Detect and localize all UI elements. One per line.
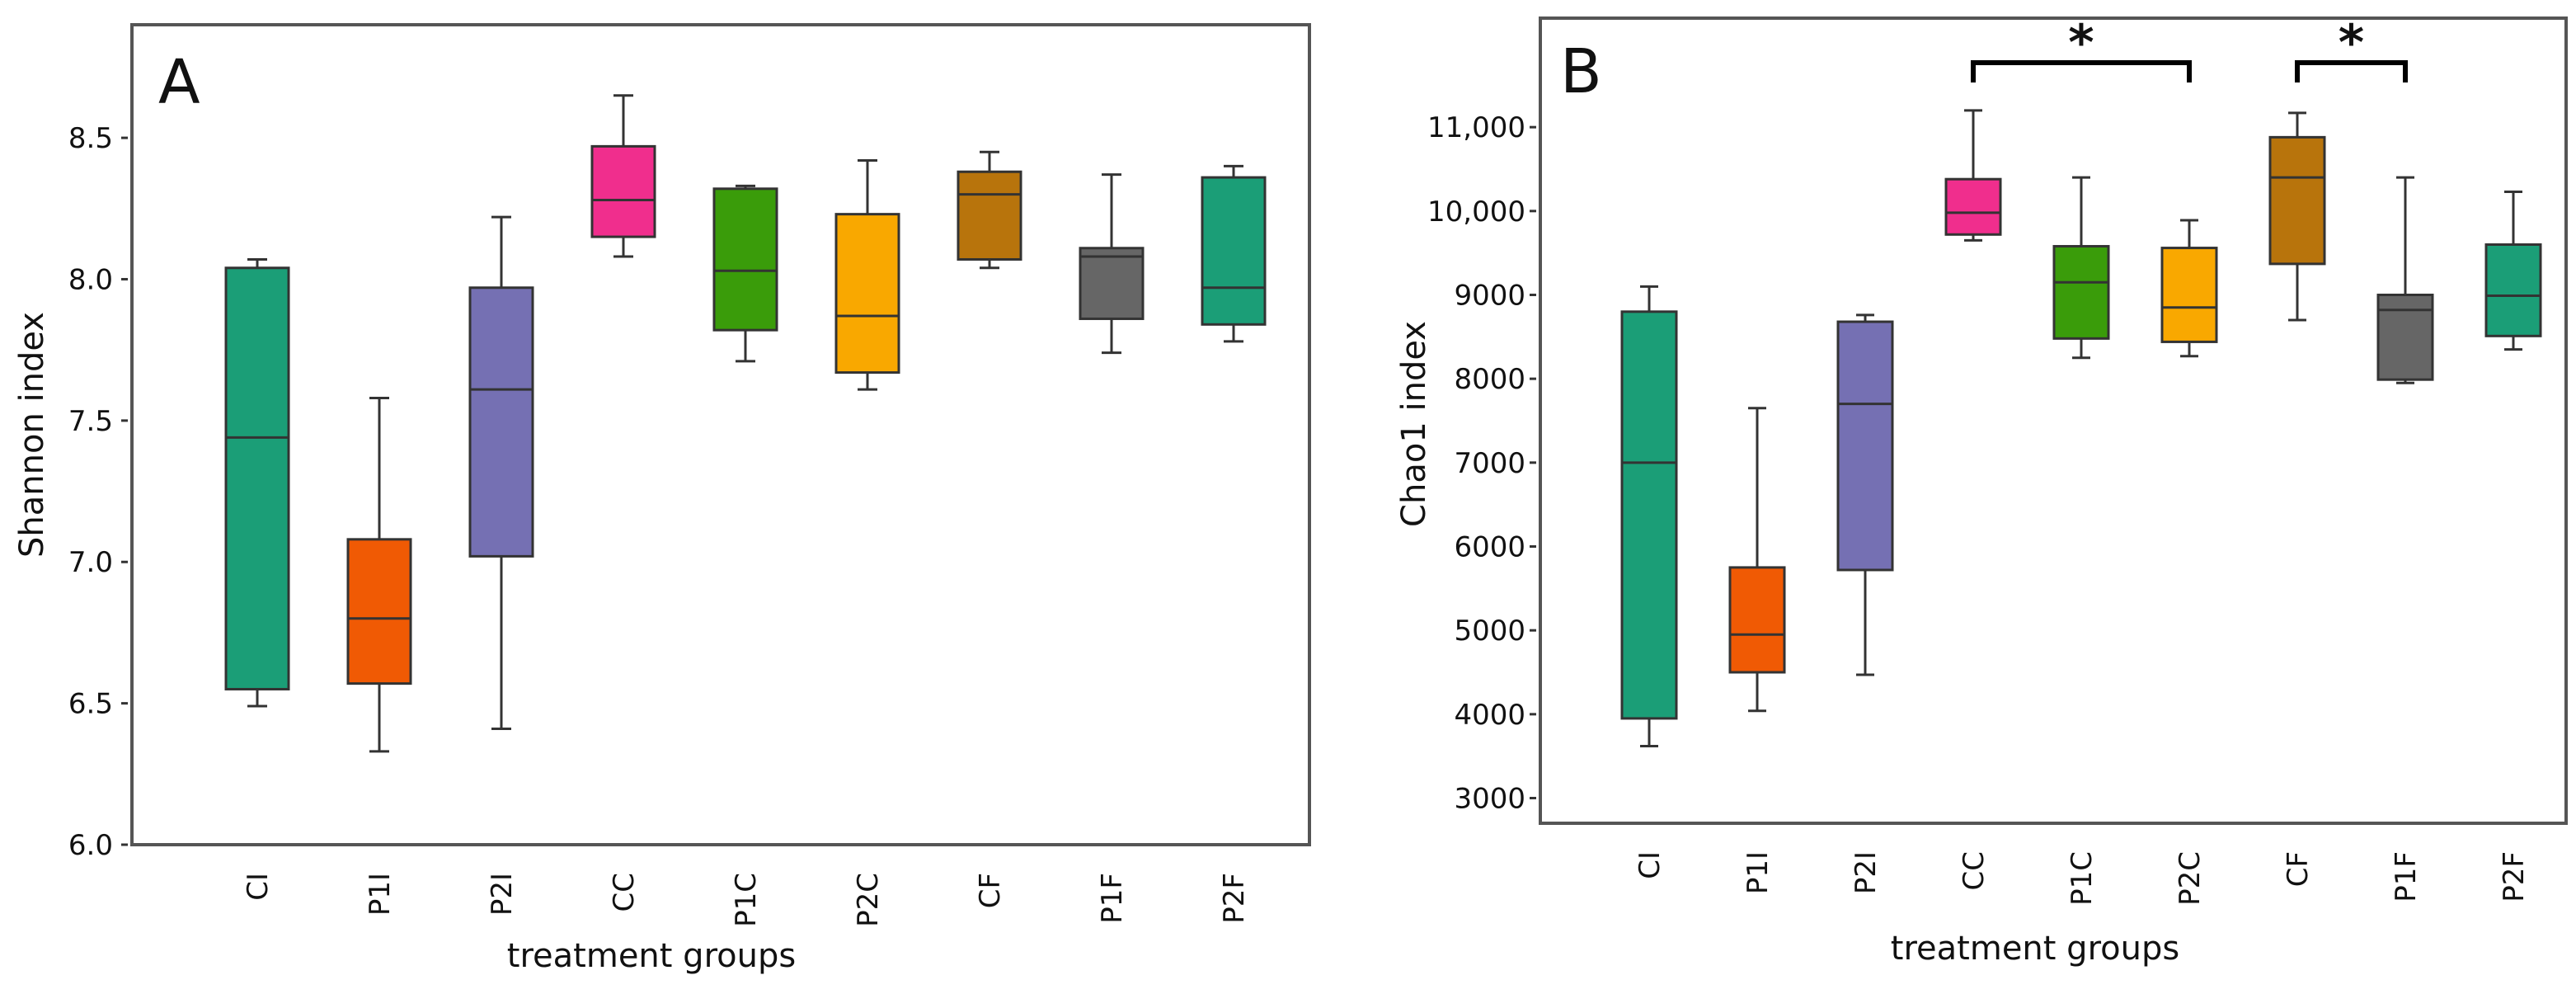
- panel-a-ci-box: [224, 266, 290, 690]
- panel-b-sig-bracket: [2295, 60, 2408, 82]
- panel-b-p1c-box: [2052, 245, 2110, 340]
- panel-b-sig-star: *: [2068, 14, 2094, 72]
- panel-b-p2f-box: [2484, 243, 2542, 337]
- panel-b-sig-bracket: [1971, 60, 2192, 82]
- panel-b-sig-star: *: [2339, 14, 2364, 72]
- panel-a-ytick-label: 6.0: [68, 829, 113, 862]
- panel-a-ytick-label: 7.0: [68, 546, 113, 579]
- panel-a-cc-category-label: CC: [608, 873, 641, 912]
- panel-b-cc-box: [1944, 177, 2002, 236]
- panel-b-ytick-label: 8000: [1454, 363, 1525, 396]
- panel-b-ytick-label: 3000: [1454, 783, 1525, 816]
- panel-b-ytick-label: 11,000: [1427, 111, 1525, 144]
- panel-a-p2c-box: [834, 213, 900, 375]
- panel-a-p1f-box: [1079, 247, 1145, 320]
- panel-b-frame: [1539, 16, 2568, 825]
- panel-b-xlabel: treatment groups: [1891, 930, 2179, 968]
- panel-a-cc-box: [590, 144, 656, 238]
- panel-a-shannon: A Shannon index treatment groups 6.0 6.5 7…: [13, 23, 1311, 975]
- panel-a-ytick-label: 6.5: [68, 688, 113, 721]
- panel-a-ytick-label: 7.5: [68, 405, 113, 438]
- panel-a-frame: [130, 23, 1311, 846]
- panel-b-ytick-label: 4000: [1454, 699, 1525, 732]
- panel-a-p1i-category-label: P1I: [364, 873, 397, 916]
- panel-b-p1i-category-label: P1I: [1742, 851, 1775, 894]
- panel-a-ytick-label: 8.5: [68, 122, 113, 155]
- panel-a-p2f-category-label: P2F: [1218, 873, 1251, 924]
- panel-b-p2c-box: [2160, 247, 2218, 343]
- panel-b-ci-box: [1620, 310, 1678, 720]
- panel-b-ytick-label: 9000: [1454, 280, 1525, 313]
- panel-a-ci-category-label: CI: [242, 873, 275, 901]
- panel-b-ytick-label: 10,000: [1427, 196, 1525, 228]
- panel-b-cc-category-label: CC: [1958, 851, 1991, 890]
- panel-a-p2c-category-label: P2C: [852, 873, 885, 927]
- panel-a-p1c-box: [712, 187, 778, 332]
- panel-b-ylabel: Chao1 index: [1395, 321, 1433, 527]
- panel-a-cf-category-label: CF: [974, 873, 1007, 908]
- panel-a-p2i-box: [468, 286, 534, 558]
- panel-a-p1c-category-label: P1C: [730, 873, 763, 927]
- panel-a-p2i-category-label: P2I: [486, 873, 519, 916]
- panel-a-p2f-box: [1201, 176, 1267, 326]
- panel-a-letter: A: [158, 47, 200, 118]
- panel-a-p1f-category-label: P1F: [1096, 873, 1129, 924]
- panel-b-p1f-box: [2376, 294, 2434, 381]
- panel-b-ci-category-label: CI: [1634, 851, 1666, 879]
- panel-a-xlabel: treatment groups: [507, 937, 796, 975]
- panel-b-p2i-category-label: P2I: [1850, 851, 1883, 894]
- panel-b-p1c-category-label: P1C: [2066, 851, 2099, 906]
- panel-a-ylabel: Shannon index: [13, 312, 51, 558]
- panel-b-p2i-box: [1836, 320, 1894, 572]
- panel-b-ytick-label: 5000: [1454, 615, 1525, 648]
- panel-b-p1f-category-label: P1F: [2390, 851, 2423, 902]
- panel-b-cf-box: [2268, 135, 2326, 266]
- panel-b-p2c-category-label: P2C: [2174, 851, 2207, 906]
- panel-b-p1i-box: [1728, 566, 1786, 674]
- panel-a-p1i-box: [346, 538, 412, 685]
- panel-b-ytick-label: 7000: [1454, 447, 1525, 480]
- panel-b-p2f-category-label: P2F: [2498, 851, 2531, 902]
- panel-a-cf-box: [957, 170, 1022, 261]
- panel-b-cf-category-label: CF: [2282, 851, 2315, 887]
- panel-a-ytick-label: 8.0: [68, 263, 113, 296]
- panel-b-chao1: B Chao1 index treatment groups 3000 4000 5…: [1395, 14, 2568, 968]
- panel-b-letter: B: [1560, 36, 1602, 107]
- panel-b-ytick-label: 6000: [1454, 531, 1525, 564]
